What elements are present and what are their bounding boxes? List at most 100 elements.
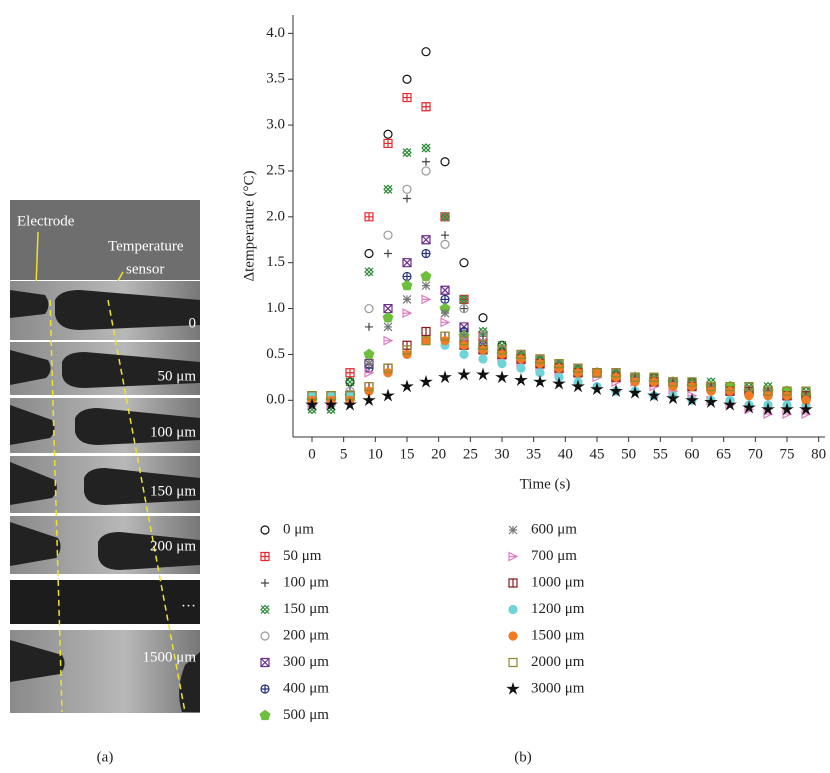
frame-label: 1500 μm <box>143 649 197 665</box>
scatter-point <box>742 400 756 414</box>
legend-label: 700 μm <box>531 548 577 564</box>
scatter-point <box>687 377 697 387</box>
frame-label: … <box>181 594 196 610</box>
scatter-point <box>592 368 602 378</box>
scatter-point <box>383 138 393 149</box>
legend-label: 100 μm <box>283 574 329 590</box>
legend-label: 1000 μm <box>531 574 585 590</box>
scatter-point <box>324 397 338 411</box>
scatter-point <box>457 367 471 381</box>
x-tick-label: 45 <box>590 446 605 462</box>
y-axis-title: Δtemperature (°C) <box>241 170 257 281</box>
scatter-point <box>535 368 545 378</box>
scatter-point <box>384 249 392 258</box>
scatter-point <box>649 372 659 382</box>
scatter-point <box>497 345 507 355</box>
scatter-point <box>343 397 357 411</box>
scatter-point <box>400 379 414 393</box>
x-tick-label: 15 <box>400 446 415 462</box>
legend-label: 3000 μm <box>531 680 585 696</box>
scatter-point <box>497 359 507 369</box>
scatter-point <box>421 294 432 305</box>
scatter-point <box>516 349 526 360</box>
scatter-point <box>782 386 792 396</box>
scatter-point <box>723 397 737 411</box>
legend-marker <box>260 604 270 615</box>
scatter-point <box>420 270 432 282</box>
x-tick-label: 60 <box>685 446 700 462</box>
y-tick-label: 0.0 <box>266 392 285 408</box>
frame-label: 0 <box>189 315 197 331</box>
scatter-point <box>628 385 642 399</box>
scatter-point <box>419 374 433 388</box>
scatter-point <box>382 311 394 323</box>
legend-label: 50 μm <box>283 548 322 564</box>
header-photo <box>10 200 200 280</box>
scatter-point <box>514 373 528 386</box>
scatter-point <box>609 384 623 397</box>
legend-marker <box>261 579 269 587</box>
electrode-label: Electrode <box>17 213 75 229</box>
scatter-point <box>402 271 412 282</box>
scatter-point <box>590 382 604 395</box>
scatter-point <box>401 279 413 291</box>
scatter-point <box>363 348 375 360</box>
scatter-point <box>801 386 811 396</box>
sensor-label: sensor <box>126 261 164 277</box>
scatter-point <box>402 74 412 84</box>
scatter-point <box>402 147 412 158</box>
scatter-point <box>744 391 754 401</box>
y-tick-label: 1.0 <box>266 300 285 316</box>
scatter-point <box>668 377 678 387</box>
scatter-point <box>459 336 469 346</box>
scatter-point <box>421 102 431 112</box>
scatter-point <box>362 393 376 406</box>
scatter-point <box>307 391 317 401</box>
scatter-point <box>364 267 374 277</box>
x-tick-label: 25 <box>463 446 478 462</box>
y-tick-label: 3.5 <box>266 71 285 87</box>
scatter-point <box>403 194 411 203</box>
scatter-point <box>421 47 431 57</box>
x-tick-label: 65 <box>716 446 731 462</box>
y-tick-label: 0.5 <box>266 346 285 362</box>
x-tick-label: 40 <box>558 446 573 462</box>
x-tick-label: 5 <box>340 446 348 462</box>
scatter-point <box>364 359 374 369</box>
scatter-point <box>552 376 566 390</box>
legend-marker <box>508 631 518 641</box>
x-tick-label: 80 <box>811 446 826 462</box>
scatter-point <box>438 370 452 384</box>
scatter-point <box>780 402 794 416</box>
legend-marker <box>508 578 518 588</box>
scatter-point <box>725 381 735 392</box>
scatter-point <box>440 317 451 328</box>
x-tick-label: 30 <box>495 446 510 462</box>
legend-label: 300 μm <box>283 654 329 670</box>
legend-label: 1200 μm <box>531 601 585 617</box>
legend-marker <box>260 551 270 562</box>
scatter-point <box>383 129 393 139</box>
panel-label: (b) <box>514 749 532 765</box>
legend-marker <box>260 657 270 668</box>
y-tick-label: 1.5 <box>266 254 285 270</box>
scatter-point <box>685 393 699 406</box>
scatter-point <box>402 294 412 304</box>
legend-label: 0 μm <box>283 521 314 537</box>
y-tick-label: 2.0 <box>266 208 285 224</box>
scatter-point <box>573 363 583 373</box>
scatter-point <box>460 304 468 313</box>
scatter-point <box>478 331 488 341</box>
scatter-point <box>495 370 509 384</box>
scatter-point <box>763 386 773 396</box>
panel-a: Electrode Temperature sensor 0 50 μm 100… <box>10 200 200 765</box>
legend-marker <box>260 525 270 535</box>
x-tick-label: 35 <box>526 446 541 462</box>
scatter-point <box>478 340 488 350</box>
scatter-point <box>706 381 716 392</box>
frame-label: 150 μm <box>150 483 196 499</box>
scatter-point <box>421 143 431 153</box>
scatter-point <box>647 388 661 402</box>
scatter-point <box>476 367 490 381</box>
scatter-point <box>383 303 393 314</box>
